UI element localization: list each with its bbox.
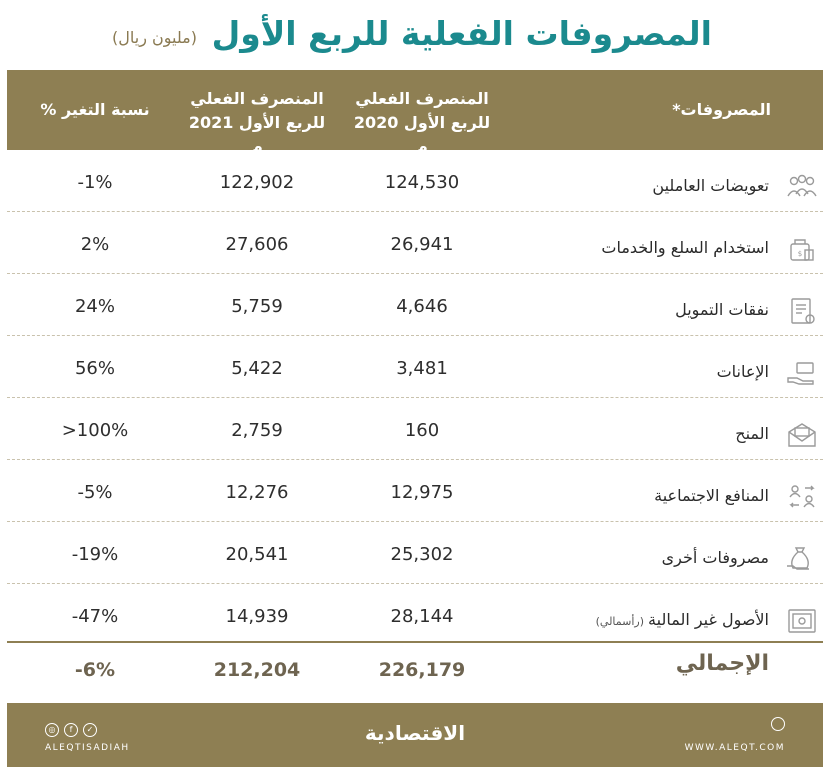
grant-envelope-icon (785, 420, 819, 450)
row-value-2021: 12,276 (225, 482, 289, 503)
row-change: 2% (80, 234, 110, 255)
row-change: -19% (71, 544, 119, 565)
table-row: الإعانات 3,481 5,422 56% (7, 336, 823, 398)
svg-text:$: $ (798, 250, 802, 258)
instagram-icon[interactable]: ◎ (45, 723, 59, 737)
row-change: >100% (61, 420, 129, 441)
footer: ◎ f ✓ ALEQTISADIAH الاقتصادية WWW.ALEQT.CO… (7, 703, 823, 767)
goods-bag-icon: $ (785, 234, 819, 264)
header-2020-line1: المنصرف الفعلي (355, 89, 489, 108)
facebook-icon[interactable]: f (64, 723, 78, 737)
row-category-note: (رأسمالي) (595, 615, 645, 628)
row-value-2020: 12,975 (390, 482, 454, 503)
table-row: المنافع الاجتماعية 12,975 12,276 -5% (7, 460, 823, 522)
header-2021: المنصرف الفعلي للربع الأول 2021 م (182, 87, 332, 159)
header-2021-line2: للربع الأول 2021 م (188, 113, 326, 156)
row-value-2020: 4,646 (396, 296, 448, 317)
total-change: -6% (74, 659, 116, 681)
row-category: نفقات التمويل (675, 300, 769, 319)
twitter-icon[interactable]: ✓ (83, 723, 97, 737)
total-divider (7, 641, 823, 643)
website-link[interactable]: WWW.ALEQT.COM (684, 743, 785, 753)
header-change: نسبة التغير % (40, 100, 150, 119)
header-2020: المنصرف الفعلي للربع الأول 2020 م (347, 87, 497, 159)
employees-icon (785, 172, 819, 202)
row-category-label: المنافع الاجتماعية (654, 486, 769, 505)
row-category-label: المنح (735, 424, 769, 443)
row-category: المنح (735, 424, 769, 443)
row-category: تعويضات العاملين (652, 176, 769, 195)
table-body: تعويضات العاملين 124,530 122,902 -1% $ استخدا… (7, 150, 823, 646)
header-2021-line1: المنصرف الفعلي (190, 89, 324, 108)
safe-icon (785, 606, 819, 636)
row-value-2021: 2,759 (231, 420, 283, 441)
row-category-label: استخدام السلع والخدمات (601, 238, 769, 257)
total-2021: 212,204 (213, 659, 301, 681)
brand-logo: الاقتصادية (364, 721, 466, 745)
table-header: المصروفات* المنصرف الفعلي للربع الأول 20… (7, 70, 823, 156)
table-row: $ استخدام السلع والخدمات 26,941 27,606 2% (7, 212, 823, 274)
row-category: استخدام السلع والخدمات (601, 238, 769, 257)
table-row: مصروفات أخرى 25,302 20,541 -19% (7, 522, 823, 584)
row-value-2021: 20,541 (225, 544, 289, 565)
row-change: -1% (77, 172, 113, 193)
row-value-2020: 25,302 (390, 544, 454, 565)
money-bag-icon (785, 544, 819, 574)
row-category-label: نفقات التمويل (675, 300, 769, 319)
page-title: المصروفات الفعلية للربع الأول (211, 14, 712, 53)
row-category: الإعانات (717, 362, 769, 381)
table-row: الأصول غير المالية(رأسمالي) 28,144 14,939 -… (7, 584, 823, 646)
row-category-label: تعويضات العاملين (652, 176, 769, 195)
row-value-2020: 3,481 (396, 358, 448, 379)
finance-document-icon (785, 296, 819, 326)
row-category-label: الأصول غير المالية (648, 610, 769, 629)
row-value-2020: 160 (404, 420, 440, 441)
row-value-2021: 5,422 (231, 358, 283, 379)
row-change: 24% (74, 296, 115, 317)
row-change: -5% (77, 482, 113, 503)
page-subtitle: (مليون ريال) (112, 28, 197, 47)
total-row: الإجمالي 226,179 212,204 -6% (7, 645, 823, 695)
table-row: المنح 160 2,759 >100% (7, 398, 823, 460)
row-value-2020: 28,144 (390, 606, 454, 627)
row-value-2021: 27,606 (225, 234, 289, 255)
social-handle[interactable]: ALEQTISADIAH (45, 743, 130, 753)
header-2020-line2: للربع الأول 2020 م (353, 113, 491, 156)
title-block: المصروفات الفعلية للربع الأول (مليون ريا… (0, 8, 830, 64)
row-value-2020: 26,941 (390, 234, 454, 255)
row-change: 56% (74, 358, 115, 379)
web-icon (771, 717, 785, 731)
row-category: مصروفات أخرى (662, 548, 769, 567)
row-category: الأصول غير المالية(رأسمالي) (596, 610, 769, 629)
row-category: المنافع الاجتماعية (654, 486, 769, 505)
row-change: -47% (71, 606, 119, 627)
total-2020: 226,179 (378, 659, 466, 681)
total-label: الإجمالي (675, 651, 769, 676)
header-category: المصروفات* (672, 100, 771, 119)
table-row: تعويضات العاملين 124,530 122,902 -1% (7, 150, 823, 212)
social-benefits-icon (785, 482, 819, 512)
row-value-2021: 122,902 (219, 172, 295, 193)
row-category-label: مصروفات أخرى (661, 548, 769, 567)
row-category-label: الإعانات (716, 362, 769, 381)
row-value-2021: 14,939 (225, 606, 289, 627)
row-value-2020: 124,530 (384, 172, 460, 193)
row-value-2021: 5,759 (231, 296, 283, 317)
subsidy-hand-icon (785, 358, 819, 388)
social-icons: ◎ f ✓ (45, 717, 145, 737)
table-row: نفقات التمويل 4,646 5,759 24% (7, 274, 823, 336)
